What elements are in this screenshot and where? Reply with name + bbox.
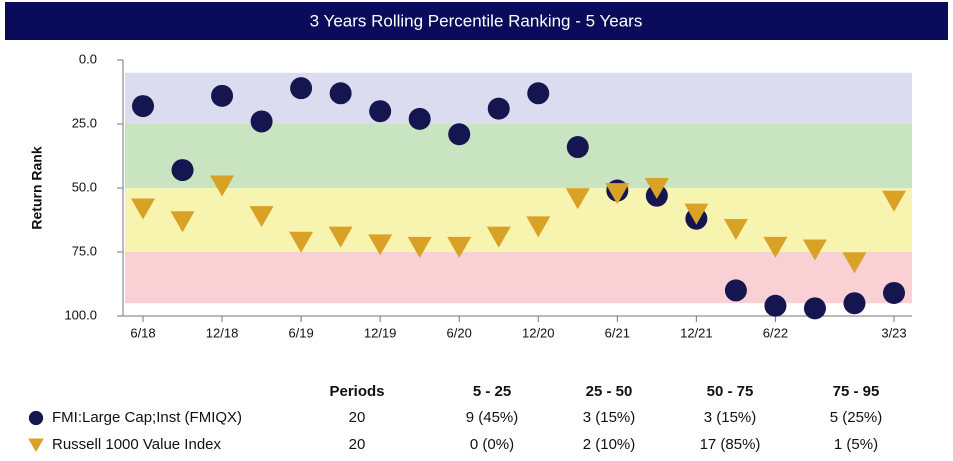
point — [250, 110, 273, 133]
point — [487, 97, 510, 120]
point — [170, 211, 195, 233]
point — [171, 159, 194, 182]
y-tick-label: 100.0 — [64, 307, 97, 322]
point — [764, 294, 787, 317]
table-header: 25 - 50 — [586, 383, 633, 400]
point — [368, 234, 393, 256]
x-tick-label: 12/19 — [364, 325, 397, 340]
y-tick-label: 50.0 — [72, 179, 97, 194]
x-tick-label: 12/18 — [206, 325, 239, 340]
point — [526, 216, 551, 238]
point — [802, 239, 827, 261]
x-tick-label: 12/21 — [680, 325, 713, 340]
point — [328, 226, 353, 248]
table-cell: 2 (10%) — [583, 436, 636, 453]
point — [28, 410, 44, 426]
point — [408, 107, 431, 130]
point — [131, 198, 155, 220]
band — [125, 252, 912, 304]
point — [369, 100, 392, 123]
point — [644, 178, 669, 199]
point — [605, 183, 630, 205]
table-cell: 3 (15%) — [583, 409, 636, 426]
x-tick-label: 6/22 — [763, 325, 788, 340]
x-tick-label: 6/20 — [447, 325, 472, 340]
point — [210, 175, 235, 197]
title-bar — [5, 2, 948, 40]
point — [447, 236, 472, 258]
point — [407, 236, 432, 258]
point — [329, 82, 352, 105]
point — [289, 231, 314, 253]
table-header: 50 - 75 — [707, 383, 754, 400]
chart-title: 3 Years Rolling Percentile Ranking - 5 Y… — [310, 11, 643, 30]
point — [882, 190, 906, 212]
point — [843, 292, 866, 315]
point — [211, 84, 234, 107]
x-tick-label: 3/23 — [881, 325, 906, 340]
table-header: Periods — [329, 383, 384, 400]
point — [28, 438, 44, 453]
legend-label: Russell 1000 Value Index — [52, 436, 221, 453]
table-cell: 0 (0%) — [470, 436, 514, 453]
y-tick-label: 0.0 — [79, 51, 97, 66]
x-tick-label: 6/18 — [130, 325, 155, 340]
table-header: 5 - 25 — [473, 383, 511, 400]
table-cell: 9 (45%) — [466, 409, 519, 426]
table-cell: 3 (15%) — [704, 409, 757, 426]
x-tick-label: 12/20 — [522, 325, 555, 340]
point — [684, 203, 709, 225]
point — [249, 206, 274, 228]
x-tick-label: 6/19 — [288, 325, 313, 340]
point — [132, 95, 154, 118]
point — [565, 188, 590, 210]
y-axis-label: Return Rank — [29, 146, 45, 229]
table-header: 75 - 95 — [833, 383, 880, 400]
table-cell: 17 (85%) — [700, 436, 761, 453]
band — [125, 72, 912, 124]
table-cell: 1 (5%) — [834, 436, 878, 453]
y-tick-label: 25.0 — [72, 115, 97, 130]
band — [125, 188, 912, 252]
point — [723, 218, 748, 240]
table-cell: 5 (25%) — [830, 409, 883, 426]
point — [842, 252, 867, 274]
table-cell: 20 — [349, 436, 366, 453]
point — [566, 136, 589, 159]
point — [448, 123, 471, 146]
point — [486, 226, 511, 248]
x-tick-label: 6/21 — [605, 325, 630, 340]
y-tick-label: 75.0 — [72, 243, 97, 258]
point — [763, 236, 788, 258]
point — [724, 279, 747, 302]
table-cell: 20 — [349, 409, 366, 426]
band — [125, 124, 912, 188]
point — [290, 77, 313, 100]
point — [883, 281, 905, 304]
legend-label: FMI:Large Cap;Inst (FMIQX) — [52, 409, 242, 426]
point — [803, 297, 826, 320]
point — [527, 82, 550, 105]
